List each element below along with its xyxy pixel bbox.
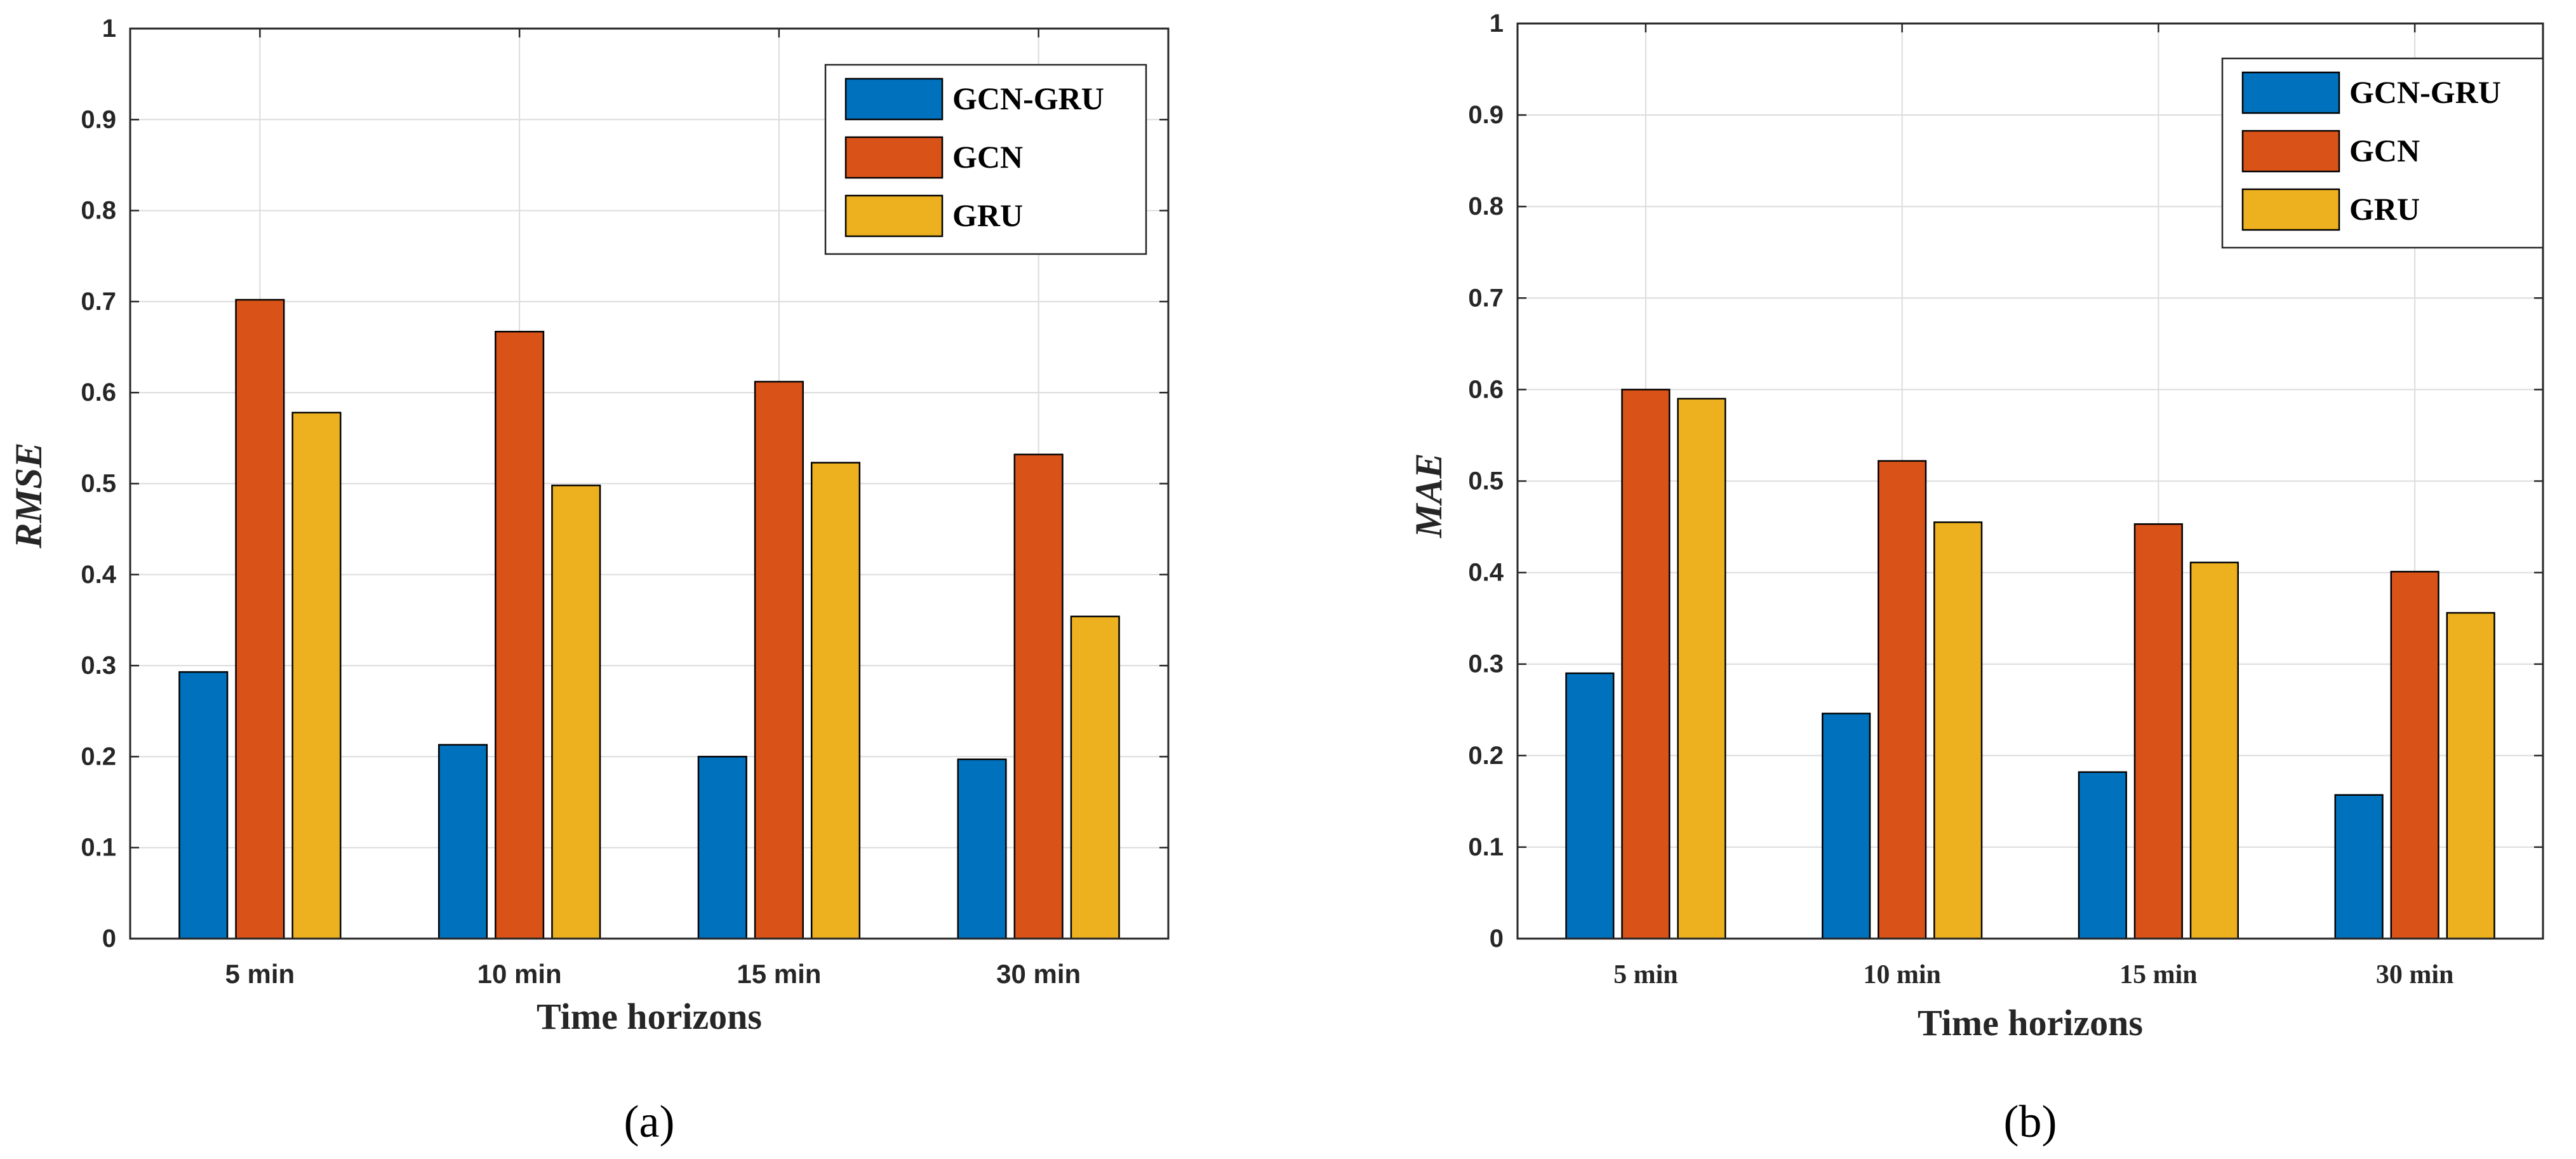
x-tick-label: 5 min xyxy=(225,959,295,989)
chart-panel-b: 00.10.20.30.40.50.60.70.80.915 min 10 min… xyxy=(1408,10,2544,1147)
y-tick-label: 0.4 xyxy=(81,561,116,589)
y-tick-label: 0.3 xyxy=(1468,650,1504,678)
x-tick-label: 5 min xyxy=(1613,960,1678,989)
y-tick-label: 0.2 xyxy=(81,742,116,770)
legend-swatch-gru xyxy=(2241,188,2340,231)
legend-label: GRU xyxy=(2349,191,2420,227)
legend-label: GCN xyxy=(2349,133,2420,168)
y-tick-label: 0.4 xyxy=(1468,559,1504,587)
panel-label: (b) xyxy=(2004,1096,2057,1147)
bar-gru-30min xyxy=(1070,615,1120,940)
x-tick-label: 15 min xyxy=(737,959,821,989)
y-axis-label: MAE xyxy=(1408,453,1450,538)
bar-gcn-gru-30min xyxy=(957,758,1007,940)
legend-label: GCN-GRU xyxy=(2349,74,2501,110)
bar-gru-15min xyxy=(2189,561,2239,940)
y-axis-label: RMSE xyxy=(8,443,50,549)
y-tick-label: 0.1 xyxy=(81,834,116,862)
y-tick-label: 0.9 xyxy=(1468,101,1504,129)
bar-gcn-15min xyxy=(2133,523,2183,940)
bar-gcn-5min xyxy=(1621,389,1671,940)
bar-gcn-gru-5min xyxy=(1565,672,1615,940)
bar-gcn-gru-15min xyxy=(697,756,747,940)
legend: GCN-GRU GCN GRU xyxy=(2221,57,2544,249)
bar-gcn-gru-5min xyxy=(178,671,229,940)
bar-gru-30min xyxy=(2446,612,2495,940)
bar-gru-5min xyxy=(1677,398,1726,940)
bar-gru-15min xyxy=(810,462,861,940)
x-tick-label: 30 min xyxy=(2376,960,2454,989)
panel-label: (a) xyxy=(624,1096,675,1147)
bar-gcn-10min xyxy=(495,330,545,940)
legend-swatch-gcn xyxy=(2241,130,2340,173)
bar-gcn-30min xyxy=(2390,570,2439,940)
bar-gcn-30min xyxy=(1013,453,1064,940)
y-tick-label: 0.3 xyxy=(81,652,116,680)
chart-panel-a: 00.10.20.30.40.50.60.70.80.915 min 10 min… xyxy=(8,15,1170,1147)
bar-gcn-15min xyxy=(754,380,804,940)
y-tick-label: 0 xyxy=(1490,925,1504,953)
legend-label: GRU xyxy=(952,198,1023,233)
legend-label: GCN-GRU xyxy=(952,81,1104,116)
bar-gru-10min xyxy=(1933,521,1983,940)
bar-gcn-gru-30min xyxy=(2334,794,2384,940)
y-tick-label: 0.7 xyxy=(1468,284,1504,312)
legend-label: GCN xyxy=(952,139,1023,175)
x-axis-label: Time horizons xyxy=(1918,1002,2143,1043)
y-tick-label: 0.6 xyxy=(81,379,116,406)
y-tick-label: 0.6 xyxy=(1468,375,1504,403)
bar-gcn-gru-10min xyxy=(437,744,488,940)
bar-gcn-10min xyxy=(1878,460,1927,940)
y-tick-label: 0.7 xyxy=(81,288,116,316)
legend-swatch-gcn xyxy=(844,136,944,179)
y-tick-label: 0.5 xyxy=(81,470,116,498)
y-tick-label: 1 xyxy=(1490,10,1504,37)
axes-box xyxy=(1516,22,2544,940)
y-tick-label: 1 xyxy=(102,15,116,43)
bar-gcn-5min xyxy=(235,298,285,940)
y-tick-label: 0.8 xyxy=(1468,192,1504,220)
y-tick-label: 0 xyxy=(102,925,116,953)
x-tick-label: 10 min xyxy=(1863,960,1941,989)
bar-gru-10min xyxy=(551,485,601,940)
x-tick-label: 10 min xyxy=(477,959,562,989)
y-tick-label: 0.2 xyxy=(1468,742,1504,770)
x-tick-label: 30 min xyxy=(996,959,1081,989)
bar-gcn-gru-10min xyxy=(1822,713,1871,940)
y-tick-label: 0.8 xyxy=(81,197,116,225)
y-tick-label: 0.1 xyxy=(1468,833,1504,861)
legend: GCN-GRU GCN GRU xyxy=(824,64,1147,255)
axes-box xyxy=(129,27,1170,940)
bar-gcn-gru-15min xyxy=(2078,771,2127,940)
y-tick-label: 0.5 xyxy=(1468,467,1504,495)
y-tick-label: 0.9 xyxy=(81,105,116,133)
x-tick-label: 15 min xyxy=(2119,960,2198,989)
legend-swatch-gru xyxy=(844,194,944,238)
bar-gru-5min xyxy=(291,412,342,940)
x-axis-label: Time horizons xyxy=(537,996,762,1037)
legend-swatch-gcn-gru xyxy=(844,77,944,121)
legend-swatch-gcn-gru xyxy=(2241,71,2340,114)
